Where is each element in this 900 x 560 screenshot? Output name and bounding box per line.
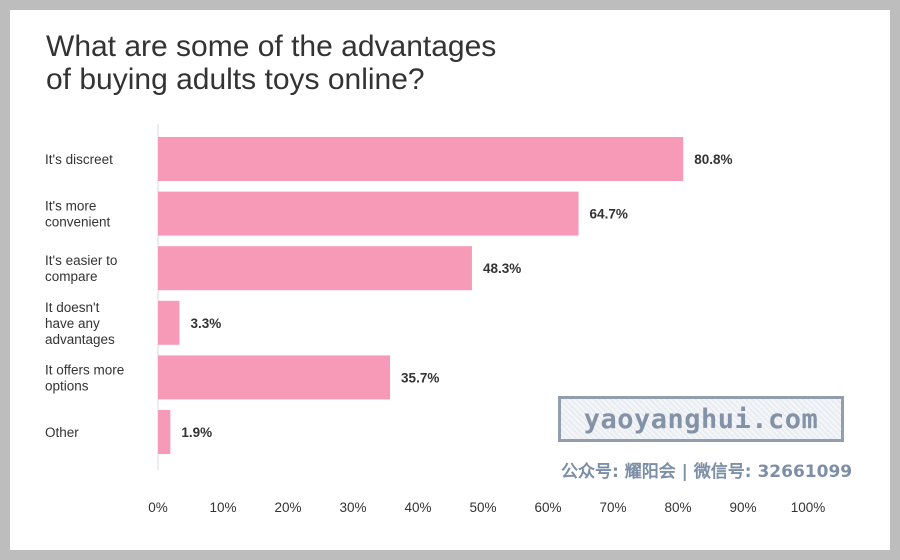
watermark-wechat: 公众号: 耀阳会 | 微信号: 32661099 bbox=[561, 462, 853, 482]
bar bbox=[158, 191, 579, 236]
x-tick-label: 70% bbox=[599, 500, 626, 515]
category-label: It doesn't have any advantages bbox=[45, 300, 115, 347]
bar-value-label: 35.7% bbox=[401, 370, 439, 385]
bar bbox=[158, 300, 180, 345]
bar-value-label: 80.8% bbox=[694, 152, 732, 167]
x-tick-label: 10% bbox=[209, 500, 236, 515]
bar bbox=[158, 355, 391, 400]
x-tick-label: 80% bbox=[664, 500, 691, 515]
bar-value-label: 1.9% bbox=[181, 425, 212, 440]
x-tick-label: 60% bbox=[534, 500, 561, 515]
category-label: It's easier to compare bbox=[45, 253, 117, 284]
watermark-stamp: yaoyanghui.com bbox=[558, 396, 844, 442]
category-label: It's more convenient bbox=[45, 199, 111, 230]
x-tick-label: 0% bbox=[148, 500, 168, 515]
x-tick-label: 50% bbox=[469, 500, 496, 515]
bar bbox=[158, 137, 684, 181]
chart-title: What are some of the advantages of buyin… bbox=[46, 30, 497, 96]
x-tick-label: 100% bbox=[791, 500, 826, 515]
watermark-text: yaoyanghui.com bbox=[583, 403, 819, 435]
bar bbox=[158, 246, 472, 291]
bar-value-label: 3.3% bbox=[190, 316, 221, 331]
bar-value-label: 64.7% bbox=[590, 207, 628, 222]
x-tick-label: 90% bbox=[729, 500, 756, 515]
x-tick-label: 40% bbox=[404, 500, 431, 515]
category-label: It's discreet bbox=[45, 152, 113, 167]
bar bbox=[158, 410, 171, 454]
category-label: Other bbox=[45, 425, 79, 440]
bar-value-label: 48.3% bbox=[483, 261, 521, 276]
category-label: It offers more options bbox=[45, 362, 124, 393]
x-tick-label: 30% bbox=[339, 500, 366, 515]
x-tick-label: 20% bbox=[274, 500, 301, 515]
